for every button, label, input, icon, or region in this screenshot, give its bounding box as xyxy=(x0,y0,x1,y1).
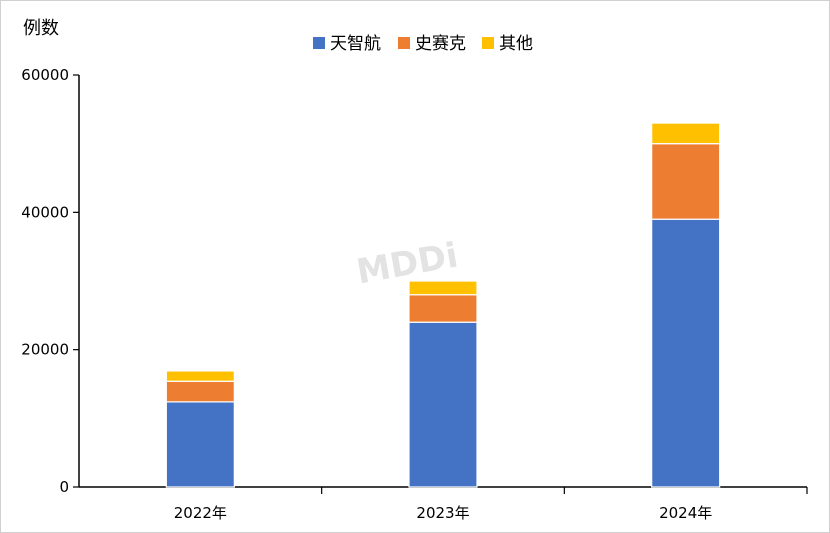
bar-2024年-其他 xyxy=(651,122,721,145)
bar-2022年-史赛克 xyxy=(165,380,235,403)
x-tick-label-0: 2022年 xyxy=(174,504,227,522)
y-tick-label-2: 40000 xyxy=(21,203,69,221)
legend-swatch-1 xyxy=(398,37,410,49)
bar-2023年-史赛克 xyxy=(408,294,478,323)
y-tick-label-0: 0 xyxy=(59,478,69,496)
x-tick-label-1: 2023年 xyxy=(416,504,469,522)
bar-2023年-天智航 xyxy=(408,321,478,488)
x-tick-label-2: 2024年 xyxy=(659,504,712,522)
legend-label-2: 其他 xyxy=(499,34,533,54)
y-axis-label: 例数 xyxy=(23,18,59,39)
legend-label-1: 史赛克 xyxy=(415,33,466,54)
legend-swatch-0 xyxy=(313,37,325,49)
bar-2024年-天智航 xyxy=(651,218,721,488)
y-tick-label-3: 60000 xyxy=(21,66,69,84)
bar-2023年-其他 xyxy=(408,280,478,296)
y-tick-label-1: 20000 xyxy=(21,341,69,359)
bar-2022年-其他 xyxy=(165,370,235,382)
legend-swatch-2 xyxy=(482,37,494,49)
bar-2022年-天智航 xyxy=(165,401,235,488)
bars xyxy=(165,122,721,488)
legend: 天智航 史赛克 其他 xyxy=(313,33,533,54)
legend-label-0: 天智航 xyxy=(330,34,381,54)
bar-2024年-史赛克 xyxy=(651,143,721,220)
